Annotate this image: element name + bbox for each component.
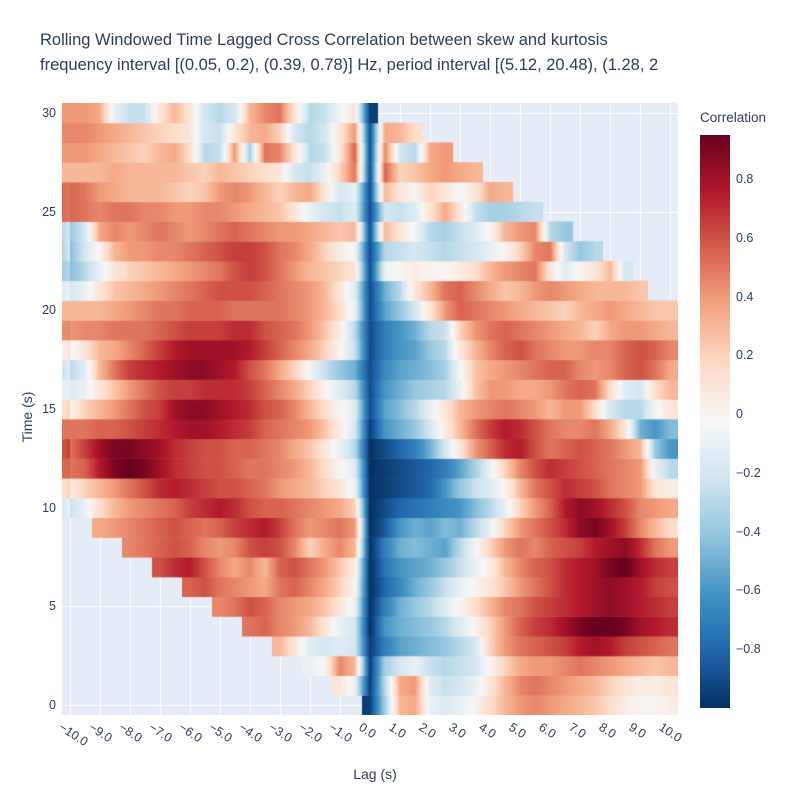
x-tick-label: 8.0 <box>596 720 619 742</box>
x-tick-label: 6.0 <box>536 720 559 742</box>
heatmap-plot-area[interactable] <box>62 103 678 715</box>
y-axis-title: Time (s) <box>19 391 35 443</box>
x-tick-label: 10.0 <box>656 720 685 745</box>
colorbar-tick-label: −0.6 <box>736 583 761 598</box>
chart-title-line1: Rolling Windowed Time Lagged Cross Corre… <box>40 31 608 49</box>
chart-title: Rolling Windowed Time Lagged Cross Corre… <box>40 28 800 78</box>
x-tick-label: −4.0 <box>236 720 265 746</box>
colorbar-tick-label: 0 <box>736 407 743 422</box>
y-tick-label: 20 <box>42 303 56 318</box>
x-tick-label: 5.0 <box>506 720 529 742</box>
y-tick-label: 30 <box>42 105 56 120</box>
colorbar-tick-label: −0.4 <box>736 524 761 539</box>
x-tick-label: −8.0 <box>115 720 145 746</box>
colorbar-tick-label: −0.8 <box>736 642 761 657</box>
chart-title-line2: frequency interval [(0.05, 0.2), (0.39, … <box>40 56 659 74</box>
x-tick-label: 2.0 <box>416 720 439 742</box>
x-tick-label: −2.0 <box>296 720 325 746</box>
x-tick-label: 3.0 <box>446 720 469 742</box>
heatmap-canvas[interactable] <box>62 103 678 715</box>
y-tick-label: 0 <box>49 698 56 713</box>
colorbar-title: Correlation <box>700 110 767 125</box>
x-tick-label: −10.0 <box>55 720 91 749</box>
x-tick-label: −1.0 <box>326 720 355 746</box>
x-tick-label: 7.0 <box>566 720 589 742</box>
colorbar-tick-label: 0.4 <box>736 289 754 304</box>
y-tick-label: 25 <box>42 204 56 219</box>
x-tick-label: 1.0 <box>386 720 409 742</box>
x-tick-label: 0.0 <box>356 720 379 742</box>
colorbar-tick-label: −0.2 <box>736 465 761 480</box>
colorbar <box>700 135 730 708</box>
x-tick-label: 4.0 <box>476 720 499 742</box>
y-tick-label: 10 <box>42 500 56 515</box>
x-tick-label: −6.0 <box>176 720 205 746</box>
y-tick-label: 15 <box>42 402 56 416</box>
colorbar-tick-label: 0.8 <box>736 172 754 187</box>
x-tick-label: −5.0 <box>206 720 235 746</box>
y-tick-label: 5 <box>49 599 56 614</box>
x-tick-label: −9.0 <box>85 720 115 746</box>
x-axis-title: Lag (s) <box>353 766 397 782</box>
x-tick-label: 9.0 <box>626 720 650 742</box>
colorbar-tick-label: 0.2 <box>736 348 754 363</box>
x-tick-label: −3.0 <box>266 720 295 746</box>
colorbar-tick-label: 0.6 <box>736 230 754 245</box>
x-tick-label: −7.0 <box>146 720 175 746</box>
